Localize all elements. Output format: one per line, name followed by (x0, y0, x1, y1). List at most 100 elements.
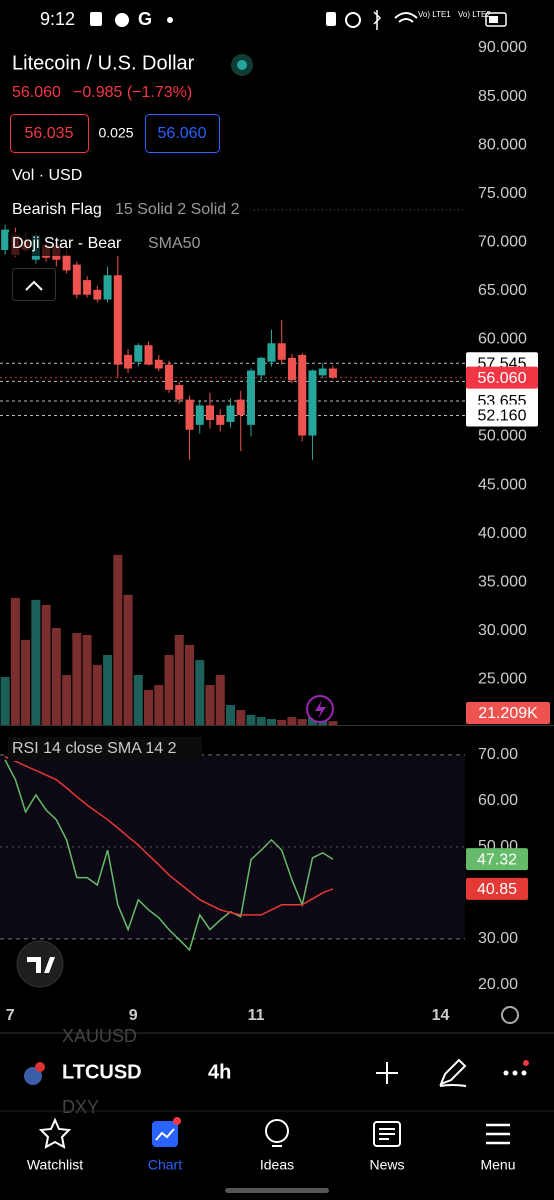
candle-body (216, 415, 225, 425)
volume-bar (144, 689, 154, 725)
level-label: 52.160 (478, 408, 527, 425)
y-tick-label: 75.000 (478, 185, 527, 202)
buy-button[interactable] (145, 114, 220, 153)
volume-label-box (466, 702, 550, 724)
symbol-icon-flag (35, 1062, 45, 1072)
nav-label[interactable]: News (369, 1157, 404, 1173)
y-tick-label: 85.000 (478, 88, 527, 105)
rsi-value-box (466, 877, 528, 900)
dot (503, 1070, 509, 1076)
sell-button[interactable] (10, 114, 89, 153)
ideas-icon[interactable] (265, 1119, 289, 1143)
nav-label[interactable]: Watchlist (27, 1157, 83, 1173)
rsi-line (4, 756, 334, 916)
volume-bar (41, 604, 51, 725)
chart-icon-line (155, 1128, 175, 1141)
ask-price[interactable]: 56.060 (158, 125, 207, 142)
icon (489, 16, 498, 23)
volume-bar (133, 674, 143, 725)
y-tick-label: 45.000 (478, 476, 527, 493)
toolbar-symbol[interactable]: LTCUSD (62, 1061, 142, 1083)
nav-label[interactable]: Menu (480, 1157, 515, 1173)
y-tick-label: 35.000 (478, 573, 527, 590)
status-sim: Vo) LTE2 (458, 10, 491, 19)
candle-body (1, 229, 10, 251)
pattern-name[interactable]: Bearish Flag (12, 201, 102, 218)
volume-bar (215, 674, 225, 725)
watchlist-icon[interactable] (38, 1117, 72, 1149)
volume-bar (21, 639, 31, 725)
alert-icon (315, 700, 326, 719)
bid-price[interactable]: 56.035 (25, 125, 74, 142)
toolbar-interval[interactable]: 4h (208, 1061, 231, 1083)
x-tick-label: 9 (129, 1007, 138, 1024)
draw-button[interactable] (439, 1058, 467, 1087)
volume-bar (287, 717, 297, 725)
spread: 0.025 (98, 125, 133, 141)
y-tick-label: 70.00 (478, 746, 518, 763)
candle-body (185, 399, 194, 430)
price-change: −0.985 (−1.73%) (73, 84, 192, 101)
nav-label[interactable]: Chart (148, 1157, 182, 1173)
x-tick-label: 14 (432, 1007, 450, 1024)
badge (523, 1060, 529, 1066)
rsi-value-box (466, 848, 528, 871)
volume-bar (123, 594, 133, 725)
candle-body (93, 289, 102, 300)
news-icon[interactable] (373, 1121, 401, 1147)
candle-body (287, 357, 296, 381)
volume-bar (297, 719, 307, 725)
candle-body (72, 264, 81, 295)
volume-label: 21.209K (478, 705, 538, 722)
candle-body (277, 343, 286, 360)
status-sim: Vo) LTE1 (418, 10, 451, 19)
candle-body (124, 354, 133, 369)
volume-bar (205, 685, 215, 725)
level-box (466, 404, 538, 427)
icon (326, 12, 336, 26)
candle-body (318, 368, 327, 376)
last-price-label: 56.060 (478, 370, 527, 387)
candle-body (267, 343, 276, 362)
settings-button[interactable] (501, 1006, 519, 1024)
volume-bar (246, 714, 256, 725)
candle-body (226, 405, 235, 422)
icon (485, 12, 507, 27)
home-indicator (225, 1188, 329, 1193)
volume-bar (103, 654, 113, 725)
logo-icon (27, 957, 55, 973)
collapse-button[interactable] (12, 268, 56, 301)
symbol-icon (24, 1067, 42, 1085)
candle-body (206, 405, 215, 420)
status-time: 9:12 (40, 9, 75, 29)
volume-bar (0, 676, 10, 725)
icon (345, 12, 361, 28)
volume-bar (92, 664, 102, 725)
y-tick-label: 30.00 (478, 930, 518, 947)
background-symbol: XAUUSD (62, 1026, 137, 1046)
volume-bar (72, 633, 82, 725)
volume-bar (195, 660, 205, 725)
pattern-name[interactable]: Doji Star - Bear (12, 235, 122, 252)
chart-icon[interactable] (152, 1121, 178, 1147)
volume-bar (62, 674, 72, 725)
volume-bar (328, 721, 338, 725)
menu-icon[interactable] (486, 1123, 510, 1145)
volume-bar (225, 705, 235, 725)
y-tick-label: 65.000 (478, 282, 527, 299)
candle-body (328, 368, 337, 378)
nav-label[interactable]: Ideas (260, 1157, 294, 1173)
last-price-box (466, 366, 538, 389)
add-button[interactable] (376, 1062, 398, 1084)
volume-bar (82, 635, 92, 725)
more-button[interactable] (503, 1060, 530, 1076)
badge (173, 1117, 181, 1125)
y-tick-label: 40.000 (478, 525, 527, 542)
icon (373, 10, 382, 30)
rsi-line (4, 759, 334, 952)
y-tick-label: 25.000 (478, 671, 527, 688)
